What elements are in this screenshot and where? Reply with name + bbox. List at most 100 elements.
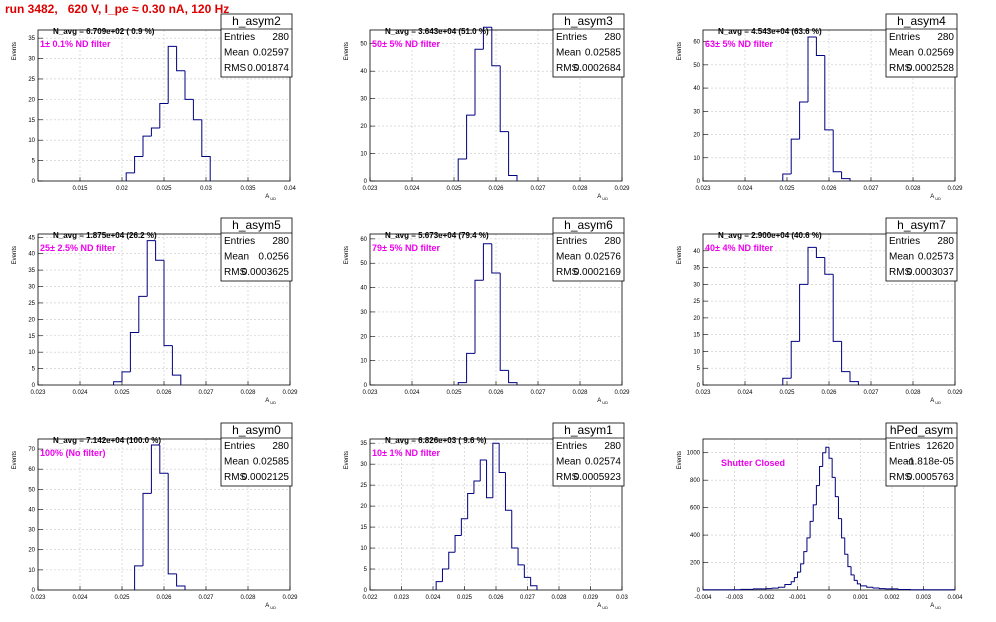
- y-tick-label: 10: [693, 156, 700, 162]
- histogram-bin: [466, 352, 475, 383]
- y-tick-label: 600: [690, 506, 701, 512]
- x-tick-label: 0.025: [114, 390, 130, 396]
- y-tick-label: 0: [32, 179, 36, 185]
- stats-label: RMS: [556, 472, 579, 483]
- navg-label: N_avg = 1.875e+04 (26.2 %): [53, 231, 157, 240]
- filter-annotation: 10± 1% ND filter: [372, 448, 440, 458]
- x-tick-label: 0.024: [404, 390, 420, 396]
- stats-box-frame: [552, 422, 625, 487]
- x-tick-label: 0.025: [779, 390, 795, 396]
- y-tick-label: 10: [360, 152, 367, 158]
- histogram-bin: [523, 564, 531, 578]
- histogram-bin: [474, 48, 484, 116]
- stats-value: 0.02573: [918, 252, 955, 263]
- x-axis-label: AUD: [597, 398, 608, 405]
- page-title: run 3482, 620 V, I_pe ≈ 0.30 nA, 120 Hz: [5, 2, 230, 16]
- stats-label: Entries: [556, 441, 587, 452]
- histogram-bin: [466, 114, 475, 160]
- y-tick-label: 25: [693, 299, 700, 305]
- y-tick-label: 60: [693, 40, 700, 46]
- x-tick-label: 0.026: [488, 390, 504, 396]
- y-tick-label: 50: [28, 487, 35, 493]
- histogram-bin: [847, 554, 852, 568]
- y-tick-label: 50: [693, 63, 700, 69]
- stats-value: 0.0256: [258, 252, 289, 263]
- y-tick-label: 400: [690, 533, 701, 539]
- y-tick-label: 30: [360, 97, 367, 103]
- histogram-bin: [125, 172, 135, 181]
- stats-label: Mean: [889, 457, 914, 468]
- stats-value: 0.0002528: [907, 63, 955, 74]
- stats-value: 0.0003625: [242, 267, 290, 278]
- histogram-panel-h_asym0: 0.023 0.024 0.025 0.026 0.027 0.028 0.029 0 10 20…: [12, 422, 298, 610]
- y-tick-label: 20: [693, 133, 700, 139]
- histogram-bin: [517, 548, 525, 566]
- histogram-bin: [113, 381, 122, 385]
- y-tick-label: 10: [28, 350, 35, 356]
- histogram-bin: [441, 568, 449, 582]
- histogram-bin: [142, 135, 152, 157]
- histogram-panel-h_asym1: 0.022 0.023 0.024 0.025 0.026 0.027 0.028 0.029…: [344, 422, 628, 610]
- histogram-bin: [799, 283, 808, 342]
- stats-title: h_asym5: [232, 218, 281, 232]
- x-tick-label: 0.028: [905, 390, 921, 396]
- y-tick-label: 30: [28, 528, 35, 534]
- y-tick-label: 10: [28, 138, 35, 144]
- y-tick-label: 35: [28, 268, 35, 274]
- x-axis-label: AUD: [265, 194, 276, 201]
- histogram-bin: [201, 119, 211, 181]
- histogram-bin: [815, 247, 825, 258]
- y-axis-label: Events: [12, 246, 18, 264]
- y-tick-label: 50: [360, 261, 367, 267]
- x-tick-label: 0.027: [530, 390, 546, 396]
- histogram-bin: [878, 587, 886, 590]
- y-axis-label: Events: [12, 451, 18, 469]
- histogram-bin: [778, 586, 785, 589]
- x-tick-label: 0: [827, 595, 831, 601]
- x-tick-label: 0.027: [198, 390, 214, 396]
- x-tick-label: 0.024: [737, 186, 753, 192]
- histogram-panel-hPed_asym: -0.004 -0.003 -0.002 -0.001 0 0.001 0.002 0.003…: [677, 422, 963, 610]
- stats-value: 280: [272, 32, 289, 43]
- x-tick-label: 0.029: [614, 186, 630, 192]
- stats-value: 0.0005763: [907, 472, 955, 483]
- histogram-bin: [790, 138, 800, 175]
- histogram-bin: [782, 173, 792, 181]
- stats-value: 0.02576: [585, 252, 622, 263]
- y-tick-label: 45: [28, 235, 35, 241]
- y-tick-label: 0: [697, 383, 701, 389]
- x-tick-label: 0.022: [362, 595, 378, 601]
- x-tick-label: 0.023: [394, 595, 410, 601]
- x-tick-label: 0.023: [695, 390, 711, 396]
- histogram-bin: [897, 588, 911, 590]
- y-tick-label: 10: [28, 568, 35, 574]
- stats-value: 0.0002684: [574, 63, 622, 74]
- y-tick-label: 30: [360, 462, 367, 468]
- x-axis-label: AUD: [930, 194, 941, 201]
- plot-frame: [702, 233, 956, 386]
- histogram-bin: [142, 492, 152, 566]
- x-tick-label: 0.002: [884, 595, 900, 601]
- stats-box-frame: [885, 217, 958, 282]
- histogram-bin: [807, 36, 817, 103]
- histogram-bin: [822, 452, 826, 467]
- y-tick-label: 1000: [687, 451, 701, 457]
- x-tick-label: 0.024: [425, 595, 441, 601]
- y-tick-label: 60: [360, 237, 367, 243]
- y-tick-label: 0: [364, 383, 368, 389]
- histogram-bin: [841, 518, 845, 539]
- histogram-bin: [121, 371, 131, 382]
- stats-value: 0.001874: [247, 63, 289, 74]
- y-tick-label: 30: [360, 310, 367, 316]
- filter-annotation: 63± 5% ND filter: [705, 39, 773, 49]
- y-tick-label: 20: [28, 97, 35, 103]
- x-tick-label: 0.004: [947, 595, 963, 601]
- plot-frame: [37, 438, 291, 591]
- x-tick-label: 0.028: [905, 186, 921, 192]
- stats-title: h_asym0: [232, 423, 281, 437]
- y-tick-label: 35: [693, 266, 700, 272]
- histogram-bin: [832, 129, 842, 173]
- x-tick-label: 0.027: [863, 186, 879, 192]
- histogram-bin: [184, 70, 194, 100]
- stats-label: Mean: [224, 457, 249, 468]
